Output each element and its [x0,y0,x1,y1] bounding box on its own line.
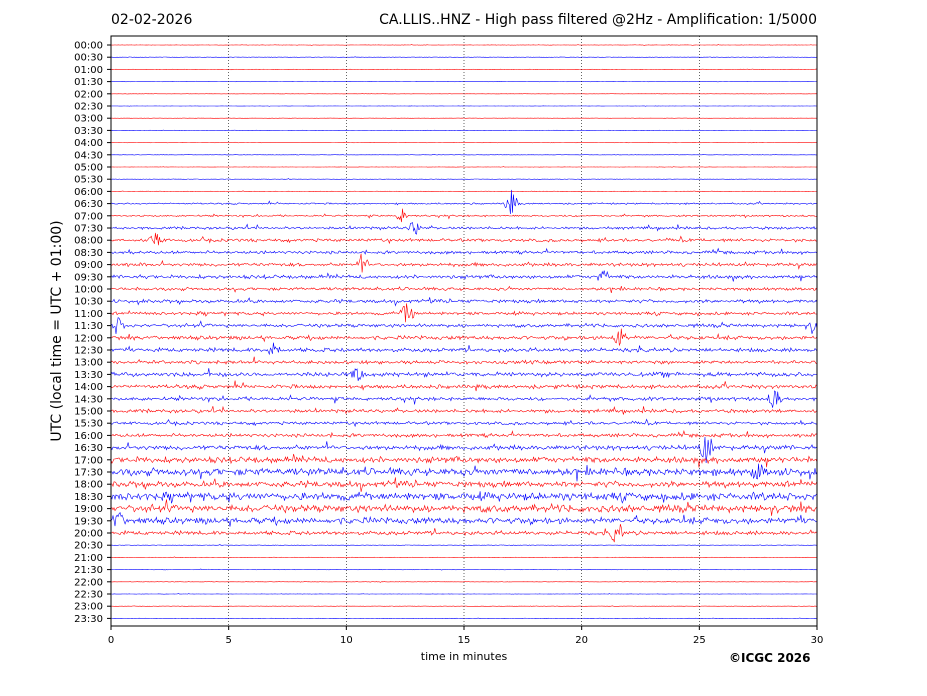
y-tick-label: 12:00 [74,333,103,344]
y-tick-label: 15:30 [74,419,103,430]
y-tick-label: 20:00 [74,529,103,540]
trace-row [110,342,818,356]
y-tick-label: 15:00 [74,407,103,418]
copyright-label: ©ICGC 2026 [729,651,811,665]
y-tick-label: 17:30 [74,468,103,479]
trace-row [110,511,818,527]
y-tick-label: 03:00 [74,114,103,125]
y-tick-label: 02:30 [74,102,103,113]
y-tick-label: 22:00 [74,577,103,588]
y-tick-label: 13:30 [74,370,103,381]
date-label: 02-02-2026 [111,12,193,28]
y-tick-label: 09:00 [74,260,103,271]
trace-row [110,380,818,392]
trace-row [110,317,818,335]
y-tick-label: 07:30 [74,224,103,235]
trace-row [110,253,818,273]
chart-title: CA.LLIS..HNZ - High pass filtered @2Hz -… [379,12,817,28]
trace-row [111,568,818,571]
y-tick-label: 05:00 [74,163,103,174]
y-tick-label: 01:30 [74,77,103,88]
x-tick-label: 10 [340,635,353,646]
y-axis-label: UTC (local time = UTC + 01:00) [49,220,65,441]
y-tick-label: 09:30 [74,272,103,283]
y-tick-label: 07:00 [74,211,103,222]
y-tick-label: 10:30 [74,297,103,308]
trace-row [110,297,818,307]
x-axis-ticks: 0 5 10 15 20 25 30 [108,626,824,646]
x-tick-label: 30 [811,635,824,646]
y-tick-label: 18:30 [74,492,103,503]
y-tick-label: 17:00 [74,455,103,466]
y-tick-label: 14:00 [74,382,103,393]
minute-gridlines [228,36,700,626]
y-tick-label: 11:30 [74,321,103,332]
y-tick-label: 05:30 [74,175,103,186]
trace-row [110,328,818,347]
y-tick-label: 03:30 [74,126,103,137]
y-tick-label: 20:30 [74,541,103,552]
y-tick-label: 00:00 [74,41,103,52]
trace-row [110,208,818,223]
trace-row [110,453,818,468]
y-tick-label: 18:00 [74,480,103,491]
trace-row [110,581,817,583]
trace-row [110,178,818,180]
y-tick-label: 08:00 [74,236,103,247]
plot-frame [110,35,818,627]
y-tick-label: 22:30 [74,590,103,601]
y-tick-label: 04:30 [74,150,103,161]
x-tick-label: 15 [458,635,471,646]
y-tick-label: 16:00 [74,431,103,442]
trace-row [110,491,818,504]
x-axis-label: time in minutes [421,650,508,663]
trace-row [110,232,818,246]
x-tick-label: 0 [108,635,114,646]
y-tick-label: 23:30 [74,614,103,625]
trace-row [110,368,818,381]
y-tick-label: 06:00 [74,187,103,198]
y-tick-label: 21:30 [74,565,103,576]
trace-row [110,544,818,546]
trace-row [110,524,818,543]
y-tick-label: 21:00 [74,553,103,564]
trace-row [110,356,818,365]
y-tick-label: 00:30 [74,53,103,64]
y-tick-label: 01:00 [74,65,103,76]
y-tick-label: 11:00 [74,309,103,320]
trace-row [110,556,818,559]
y-tick-label: 12:30 [74,346,103,357]
y-tick-label: 13:00 [74,358,103,369]
y-tick-label: 02:00 [74,89,103,100]
x-tick-label: 5 [225,635,231,646]
trace-row [110,129,818,132]
trace-row [110,463,818,482]
x-tick-label: 20 [575,635,588,646]
y-tick-label: 16:30 [74,443,103,454]
x-tick-label: 25 [693,635,706,646]
trace-row [111,166,818,168]
y-tick-label: 08:30 [74,248,103,259]
y-tick-label: 10:00 [74,285,103,296]
y-tick-label: 06:30 [74,199,103,210]
trace-row [111,154,818,156]
y-tick-label: 19:00 [74,504,103,515]
y-tick-label: 04:00 [74,138,103,149]
y-tick-label: 19:30 [74,516,103,527]
seismic-traces [110,44,818,619]
y-tick-label: 23:00 [74,602,103,613]
trace-row [110,141,817,144]
trace-row [110,190,817,193]
trace-row [110,405,818,415]
y-tick-label: 14:30 [74,394,103,405]
